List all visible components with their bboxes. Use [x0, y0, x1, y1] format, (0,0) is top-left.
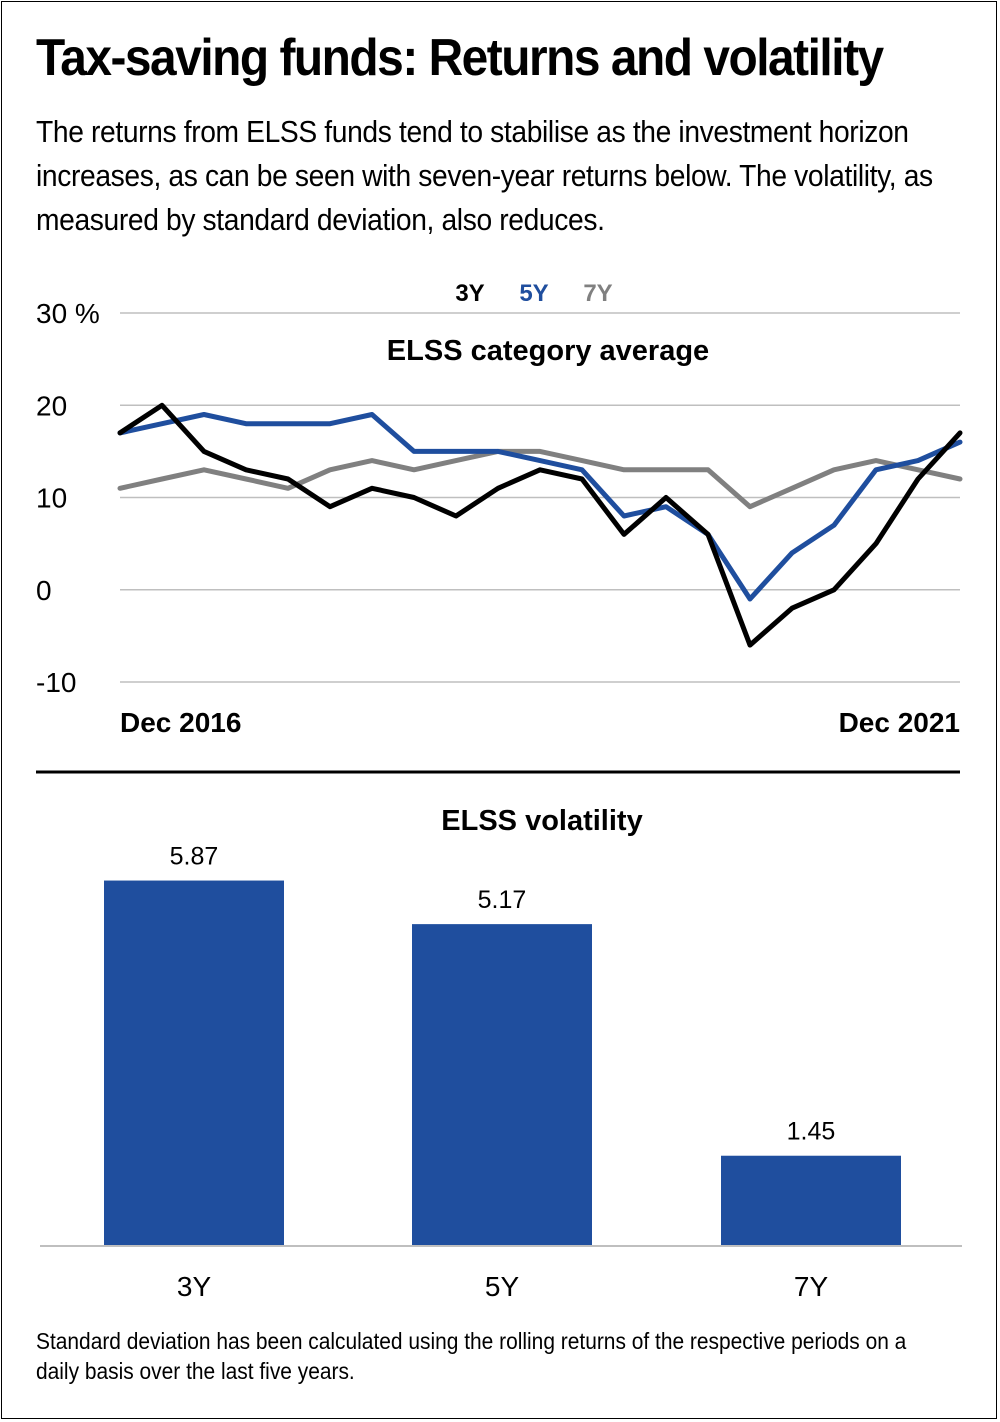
bar-3y [104, 880, 284, 1246]
bar-value-label: 1.45 [787, 1118, 836, 1146]
footnote: Standard deviation has been calculated u… [36, 1328, 907, 1384]
line-chart-title: ELSS category average [387, 335, 709, 367]
y-tick-label: 20 [36, 390, 67, 421]
bars-group: 5.87 3Y 5.17 5Y 1.45 7Y [104, 843, 901, 1302]
x-end-label: Dec 2021 [839, 707, 960, 738]
bar-category-label: 5Y [485, 1271, 520, 1302]
legend-3y: 3Y [455, 280, 484, 307]
bar-chart-title: ELSS volatility [441, 805, 642, 837]
figure-title: Tax-saving funds: Returns and volatility [36, 29, 884, 87]
legend-7y: 7Y [583, 280, 612, 307]
bar-category-label: 3Y [177, 1271, 212, 1302]
bar-value-label: 5.17 [478, 886, 527, 914]
series-line-3y [117, 402, 963, 648]
figure-subtitle: The returns from ELSS funds tend to stab… [36, 114, 933, 237]
y-tick-label: 0 [36, 575, 52, 606]
y-tick-label: 30 % [36, 298, 100, 329]
bar-7y [721, 1155, 901, 1246]
legend-5y: 5Y [519, 280, 548, 307]
series-line-5y [117, 412, 963, 602]
bar-chart: ELSS volatility 5.87 3Y 5.17 5Y 1.45 7Y [40, 805, 962, 1302]
line-series-group [117, 402, 963, 648]
line-chart: 3Y 5Y 7Y -10 0 10 20 30 % ELSS category aver… [36, 280, 963, 738]
bar-5y [412, 924, 592, 1246]
bar-category-label: 7Y [794, 1271, 829, 1302]
series-line-7y [117, 448, 963, 510]
bar-value-label: 5.87 [170, 843, 219, 871]
line-y-tick-labels: -10 0 10 20 30 % [36, 298, 100, 698]
x-start-label: Dec 2016 [120, 707, 241, 738]
y-tick-label: 10 [36, 483, 67, 514]
y-tick-label: -10 [36, 667, 76, 698]
line-gridlines [120, 312, 960, 683]
